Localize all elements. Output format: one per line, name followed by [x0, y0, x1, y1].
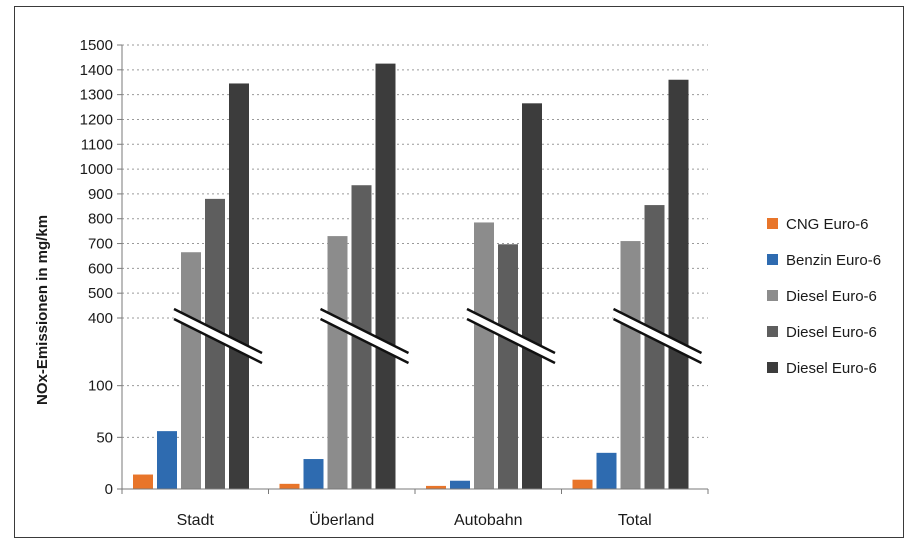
bar: [450, 480, 470, 489]
legend-swatch: [767, 254, 778, 265]
y-tick-label: 0: [105, 481, 113, 498]
bar: [668, 79, 689, 489]
bar: [133, 474, 153, 489]
y-tick-label: 800: [88, 211, 113, 228]
axis-break-line: [319, 317, 410, 365]
axis-break-line: [319, 307, 410, 355]
y-tick-label: 1400: [80, 62, 113, 79]
legend: CNG Euro-6 Benzin Euro-6 Diesel Euro-6 Dies…: [767, 216, 881, 377]
bar: [375, 63, 396, 489]
bar: [426, 485, 446, 489]
y-tick-label: 1500: [80, 37, 113, 54]
axis-layer: 0 50 100 400 500 600 700 800 900 1000 1100 1200 1300…: [80, 37, 709, 529]
y-axis-label: NOx-Emissionen in mg/km: [34, 215, 51, 405]
axis-break-band: [320, 309, 409, 363]
y-tick-label: 1000: [80, 161, 113, 178]
x-category-label: Total: [618, 512, 652, 529]
bar: [229, 83, 249, 489]
x-category-label: Autobahn: [454, 512, 523, 529]
axis-break-band: [613, 309, 702, 363]
y-tick-label: 50: [96, 429, 113, 446]
axis-break-line: [173, 307, 263, 355]
bar: [303, 459, 324, 489]
y-tick-label: 400: [88, 310, 113, 327]
x-category-label: Stadt: [177, 512, 215, 529]
axis-break-layer: [173, 307, 703, 365]
bar: [522, 103, 542, 489]
bar: [474, 222, 494, 489]
axis-break-symbol: [319, 307, 410, 365]
y-tick-label: 1100: [81, 136, 113, 153]
axis-break-line: [466, 317, 556, 365]
legend-swatch: [767, 218, 778, 229]
axis-break-line: [612, 307, 703, 355]
bar: [620, 241, 641, 489]
y-tick-label: 700: [88, 236, 113, 253]
legend-swatch: [767, 290, 778, 301]
bar: [596, 452, 617, 489]
y-tick-label: 900: [88, 186, 113, 203]
bar: [327, 236, 348, 489]
axis-break-symbol: [173, 307, 263, 365]
axis-break-line: [466, 307, 556, 355]
axis-break-symbol: [466, 307, 556, 365]
legend-label: Diesel Euro-6: [786, 360, 877, 377]
legend-label: Diesel Euro-6: [786, 324, 877, 341]
bar: [157, 431, 177, 489]
bar: [572, 479, 593, 489]
bar: [644, 205, 665, 489]
legend-swatch: [767, 326, 778, 337]
y-tick-label: 500: [88, 285, 113, 302]
axis-break-band: [174, 309, 262, 363]
y-tick-label: 1200: [80, 111, 113, 128]
axis-break-line: [173, 317, 263, 365]
x-category-label: Überland: [309, 511, 374, 529]
bars-layer: [133, 63, 689, 490]
bar: [498, 244, 518, 489]
axis-break-line: [612, 317, 703, 365]
bar: [205, 198, 225, 489]
y-tick-label: 1300: [80, 87, 113, 104]
legend-label: Diesel Euro-6: [786, 288, 877, 305]
axis-break-band: [467, 309, 555, 363]
legend-swatch: [767, 362, 778, 373]
y-tick-label: 600: [88, 260, 113, 277]
axis-break-symbol: [612, 307, 703, 365]
bar: [181, 252, 201, 489]
bar: [279, 483, 300, 489]
legend-label: Benzin Euro-6: [786, 252, 881, 269]
y-tick-label: 100: [88, 378, 113, 395]
legend-label: CNG Euro-6: [786, 216, 869, 233]
